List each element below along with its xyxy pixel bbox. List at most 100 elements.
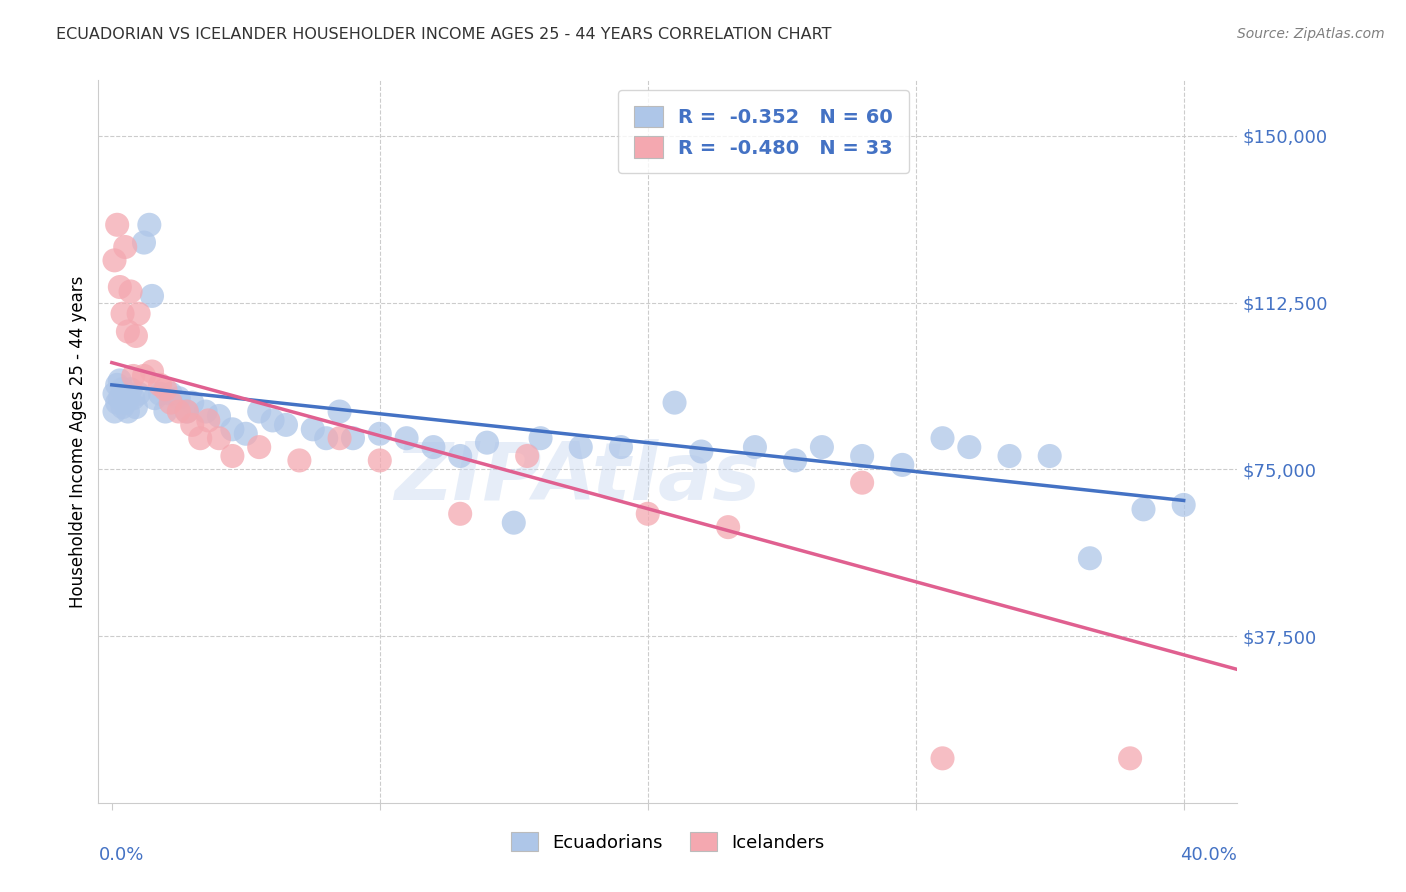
Point: [1119, 751, 1142, 765]
Point: [120, 382, 142, 396]
Point: [117, 404, 139, 418]
Point: [717, 520, 740, 534]
Point: [690, 444, 713, 458]
Point: [120, 285, 142, 299]
Point: [125, 400, 148, 414]
Point: [167, 404, 190, 418]
Point: [851, 449, 873, 463]
Point: [247, 404, 270, 418]
Point: [288, 453, 311, 467]
Point: [1173, 498, 1195, 512]
Point: [368, 453, 391, 467]
Point: [664, 395, 686, 409]
Point: [103, 404, 125, 418]
Point: [176, 404, 198, 418]
Point: [111, 400, 134, 414]
Point: [931, 431, 953, 445]
Text: ECUADORIAN VS ICELANDER HOUSEHOLDER INCOME AGES 25 - 44 YEARS CORRELATION CHART: ECUADORIAN VS ICELANDER HOUSEHOLDER INCO…: [56, 27, 832, 42]
Point: [138, 218, 160, 232]
Point: [105, 377, 128, 392]
Point: [1039, 449, 1062, 463]
Point: [221, 449, 243, 463]
Point: [111, 307, 134, 321]
Point: [208, 431, 231, 445]
Point: [125, 329, 148, 343]
Text: 0.0%: 0.0%: [98, 847, 143, 864]
Point: [744, 440, 766, 454]
Point: [143, 391, 166, 405]
Point: [342, 431, 364, 445]
Point: [181, 395, 204, 409]
Point: [114, 240, 136, 254]
Point: [181, 417, 204, 432]
Point: [449, 449, 471, 463]
Point: [122, 368, 145, 383]
Point: [329, 404, 352, 418]
Point: [475, 435, 498, 450]
Point: [931, 751, 953, 765]
Point: [155, 382, 177, 396]
Point: [149, 386, 172, 401]
Point: [395, 431, 418, 445]
Point: [208, 409, 231, 423]
Point: [117, 325, 139, 339]
Point: [122, 391, 145, 405]
Point: [637, 507, 659, 521]
Point: [329, 431, 352, 445]
Point: [155, 404, 177, 418]
Point: [141, 289, 163, 303]
Point: [114, 395, 136, 409]
Point: [785, 453, 807, 467]
Point: [108, 280, 131, 294]
Point: [111, 382, 134, 396]
Point: [194, 404, 217, 418]
Point: [569, 440, 592, 454]
Point: [105, 218, 128, 232]
Point: [159, 395, 181, 409]
Point: [851, 475, 873, 490]
Point: [891, 458, 914, 472]
Text: Source: ZipAtlas.com: Source: ZipAtlas.com: [1237, 27, 1385, 41]
Point: [315, 431, 337, 445]
Point: [117, 391, 139, 405]
Point: [128, 307, 150, 321]
Point: [957, 440, 980, 454]
Point: [114, 386, 136, 401]
Point: [108, 373, 131, 387]
Point: [1078, 551, 1101, 566]
Point: [274, 417, 297, 432]
Point: [149, 377, 172, 392]
Point: [610, 440, 633, 454]
Point: [449, 507, 471, 521]
Point: [105, 395, 128, 409]
Point: [516, 449, 538, 463]
Text: ZIPAtlas: ZIPAtlas: [394, 439, 759, 516]
Point: [108, 391, 131, 405]
Point: [529, 431, 551, 445]
Point: [811, 440, 834, 454]
Point: [128, 386, 150, 401]
Point: [197, 413, 219, 427]
Point: [247, 440, 270, 454]
Legend: Ecuadorians, Icelanders: Ecuadorians, Icelanders: [503, 824, 832, 859]
Point: [188, 431, 211, 445]
Point: [159, 386, 181, 401]
Point: [176, 404, 198, 418]
Point: [368, 426, 391, 441]
Text: 40.0%: 40.0%: [1181, 847, 1237, 864]
Point: [998, 449, 1021, 463]
Point: [1132, 502, 1154, 516]
Y-axis label: Householder Income Ages 25 - 44 years: Householder Income Ages 25 - 44 years: [69, 276, 87, 607]
Point: [103, 253, 125, 268]
Point: [132, 235, 155, 250]
Point: [167, 391, 190, 405]
Point: [502, 516, 524, 530]
Point: [132, 368, 155, 383]
Point: [235, 426, 257, 441]
Point: [221, 422, 243, 436]
Point: [141, 364, 163, 378]
Point: [103, 386, 125, 401]
Point: [301, 422, 323, 436]
Point: [262, 413, 284, 427]
Point: [422, 440, 444, 454]
